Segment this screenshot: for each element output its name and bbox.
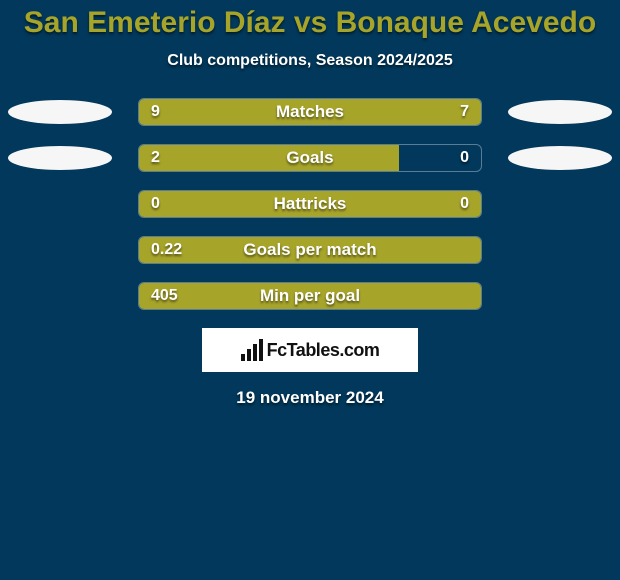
stat-value-right: 0: [460, 195, 469, 213]
player-badge-right: [508, 146, 612, 170]
stat-bar-track: Min per goal405: [138, 282, 482, 310]
stat-value-left: 405: [151, 287, 178, 305]
stat-row: Min per goal405: [138, 282, 482, 310]
stat-row: Matches9 7: [138, 98, 482, 126]
fctables-logo: FcTables.com: [202, 328, 418, 372]
stat-label: Goals: [139, 148, 481, 168]
stat-value-left: 2: [151, 149, 160, 167]
snapshot-date: 19 november 2024: [0, 388, 620, 408]
stat-rows: Matches97Goals20Hattricks00Goals per mat…: [0, 98, 620, 310]
stat-row: Goals per match0.22: [138, 236, 482, 264]
stat-value-left: 0: [151, 195, 160, 213]
stat-value-left: 9: [151, 103, 160, 121]
stat-label: Min per goal: [139, 286, 481, 306]
stat-value-right: 7: [460, 103, 469, 121]
stat-bar-track: Goals per match0.22: [138, 236, 482, 264]
comparison-subtitle: Club competitions, Season 2024/2025: [0, 52, 620, 70]
player-badge-right: [508, 100, 612, 124]
bars-icon: [241, 339, 263, 361]
stat-bar-track: Hattricks0 0: [138, 190, 482, 218]
logo-text: FcTables.com: [267, 340, 380, 361]
stat-label: Matches: [139, 102, 481, 122]
player-badge-left: [8, 146, 112, 170]
stat-label: Hattricks: [139, 194, 481, 214]
stat-value-right: 0: [460, 149, 469, 167]
stat-row: Goals2 0: [138, 144, 482, 172]
stat-value-left: 0.22: [151, 241, 182, 259]
stat-bar-track: Matches9 7: [138, 98, 482, 126]
stat-bar-track: Goals2 0: [138, 144, 482, 172]
player-badge-left: [8, 100, 112, 124]
comparison-title: San Emeterio Díaz vs Bonaque Acevedo: [0, 0, 620, 40]
stat-label: Goals per match: [139, 240, 481, 260]
stat-row: Hattricks0 0: [138, 190, 482, 218]
